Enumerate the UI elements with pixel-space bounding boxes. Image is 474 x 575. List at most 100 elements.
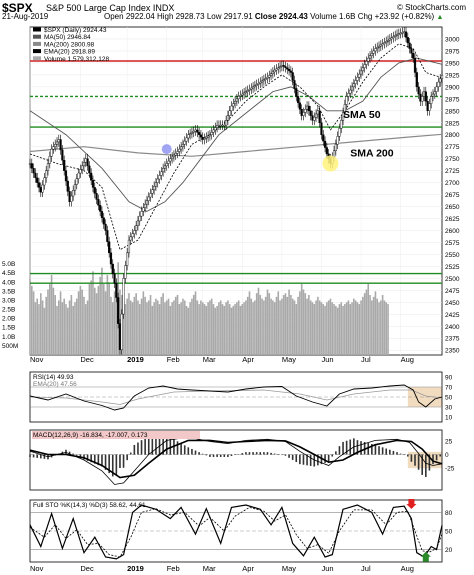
- candle-body: [354, 80, 357, 84]
- macd-histogram-bar: [111, 454, 114, 477]
- candle-body: [127, 239, 131, 254]
- low-label: Low: [206, 12, 222, 21]
- volume-bar: [259, 295, 262, 355]
- legend-entry: EMA(20) 2918.89: [44, 49, 95, 56]
- candle-body: [350, 86, 354, 91]
- ma50-line: [29, 57, 443, 212]
- macd-histogram-bar: [108, 454, 110, 474]
- macd-histogram-bar: [212, 454, 215, 457]
- candle-body: [266, 77, 269, 79]
- macd-histogram-bar: [198, 452, 200, 455]
- volume-bar: [264, 296, 267, 355]
- volume-bar: [180, 302, 182, 355]
- candle-body: [102, 217, 105, 225]
- rsi-ema-legend: EMA(20) 47.56: [33, 381, 77, 388]
- price-tick-label: 2875: [445, 96, 460, 103]
- volume-bar: [291, 298, 294, 355]
- candle-body: [111, 263, 114, 274]
- volume-bar: [34, 302, 37, 355]
- candle-body: [145, 200, 149, 205]
- volume-bar: [272, 300, 274, 355]
- macd-histogram-bar: [392, 450, 395, 455]
- source-credit: © StockCharts.com: [396, 3, 466, 12]
- volume-bar: [156, 300, 159, 355]
- macd-histogram-bar: [183, 445, 186, 455]
- candle-body: [412, 53, 415, 59]
- candle-body: [323, 140, 327, 148]
- volume-bar: [367, 284, 370, 355]
- macd-histogram-bar: [320, 454, 323, 465]
- macd-histogram-bar: [32, 454, 35, 458]
- candle-body: [45, 170, 48, 179]
- sto-tick-label: 20: [445, 547, 453, 554]
- volume-bar: [90, 280, 92, 355]
- volume-bar: [61, 302, 64, 355]
- rsi-legend: RSI(14) 49.93: [33, 374, 74, 381]
- volume-bar: [218, 302, 220, 355]
- candle-body: [167, 160, 170, 164]
- price-tick-label: 2725: [445, 168, 460, 175]
- volume-bar: [342, 305, 344, 355]
- macd-histogram-bar: [331, 454, 334, 457]
- volume-bar: [147, 300, 150, 355]
- volume-bar: [266, 289, 269, 355]
- volume-bar: [299, 291, 301, 355]
- candle-body: [347, 93, 350, 97]
- volume-bar: [171, 302, 173, 355]
- macd-histogram-bar: [140, 440, 143, 455]
- volume-bar: [41, 300, 44, 355]
- volume-bar: [223, 305, 226, 355]
- candle-body: [118, 323, 122, 350]
- candle-body: [63, 160, 66, 171]
- candle-body: [399, 32, 402, 35]
- candle-body: [304, 108, 307, 113]
- volume-bar: [106, 275, 109, 355]
- macd-histogram-bar: [129, 452, 132, 455]
- candle-body: [431, 93, 435, 97]
- volume-bar: [354, 300, 357, 355]
- volume-bar: [331, 302, 334, 355]
- candle-body: [314, 113, 318, 118]
- macd-histogram-bar: [75, 454, 78, 456]
- price-tick-label: 2425: [445, 312, 460, 319]
- candle-body: [271, 71, 274, 74]
- macd-tick-label: -25: [445, 466, 455, 473]
- candle-body: [230, 105, 233, 111]
- x-axis-label: Apr: [242, 355, 254, 364]
- candle-body: [395, 33, 399, 36]
- high-value: 2928.73: [175, 12, 205, 21]
- candle-body: [410, 48, 413, 54]
- candle-body: [66, 180, 69, 192]
- macd-histogram-bar: [169, 437, 172, 455]
- candle-body: [392, 36, 395, 38]
- price-tick-label: 2475: [445, 288, 460, 295]
- macd-histogram-bar: [126, 454, 128, 461]
- ohlc-readout: Open 2922.04 High 2928.73 Low 2917.91 Cl…: [104, 12, 443, 21]
- volume-bar: [248, 291, 251, 355]
- candle-body: [142, 207, 145, 212]
- volume-bar: [268, 293, 271, 355]
- macd-histogram-bar: [255, 452, 258, 455]
- volume-bar: [153, 302, 155, 355]
- volume-bar: [111, 302, 114, 355]
- volume-bar: [383, 300, 386, 355]
- macd-histogram-bar: [43, 454, 46, 459]
- candle-body: [37, 182, 41, 188]
- candle-body: [383, 42, 386, 44]
- price-tick-label: 2850: [445, 108, 460, 115]
- x-axis-label: Dec: [80, 355, 94, 364]
- volume-bar: [205, 305, 208, 355]
- candle-body: [93, 187, 96, 194]
- candle-body: [41, 184, 44, 193]
- candle-body: [439, 78, 442, 83]
- volume-bar: [104, 291, 107, 355]
- volume-bar: [311, 302, 314, 355]
- candle-body: [120, 313, 123, 350]
- volume-bar: [52, 287, 55, 355]
- candle-body: [34, 172, 37, 179]
- volume-tick-label: 3.0B: [2, 297, 15, 304]
- candle-body: [232, 103, 235, 107]
- volume-bar: [324, 305, 326, 355]
- macd-histogram-bar: [327, 454, 330, 462]
- macd-histogram-bar: [353, 438, 355, 455]
